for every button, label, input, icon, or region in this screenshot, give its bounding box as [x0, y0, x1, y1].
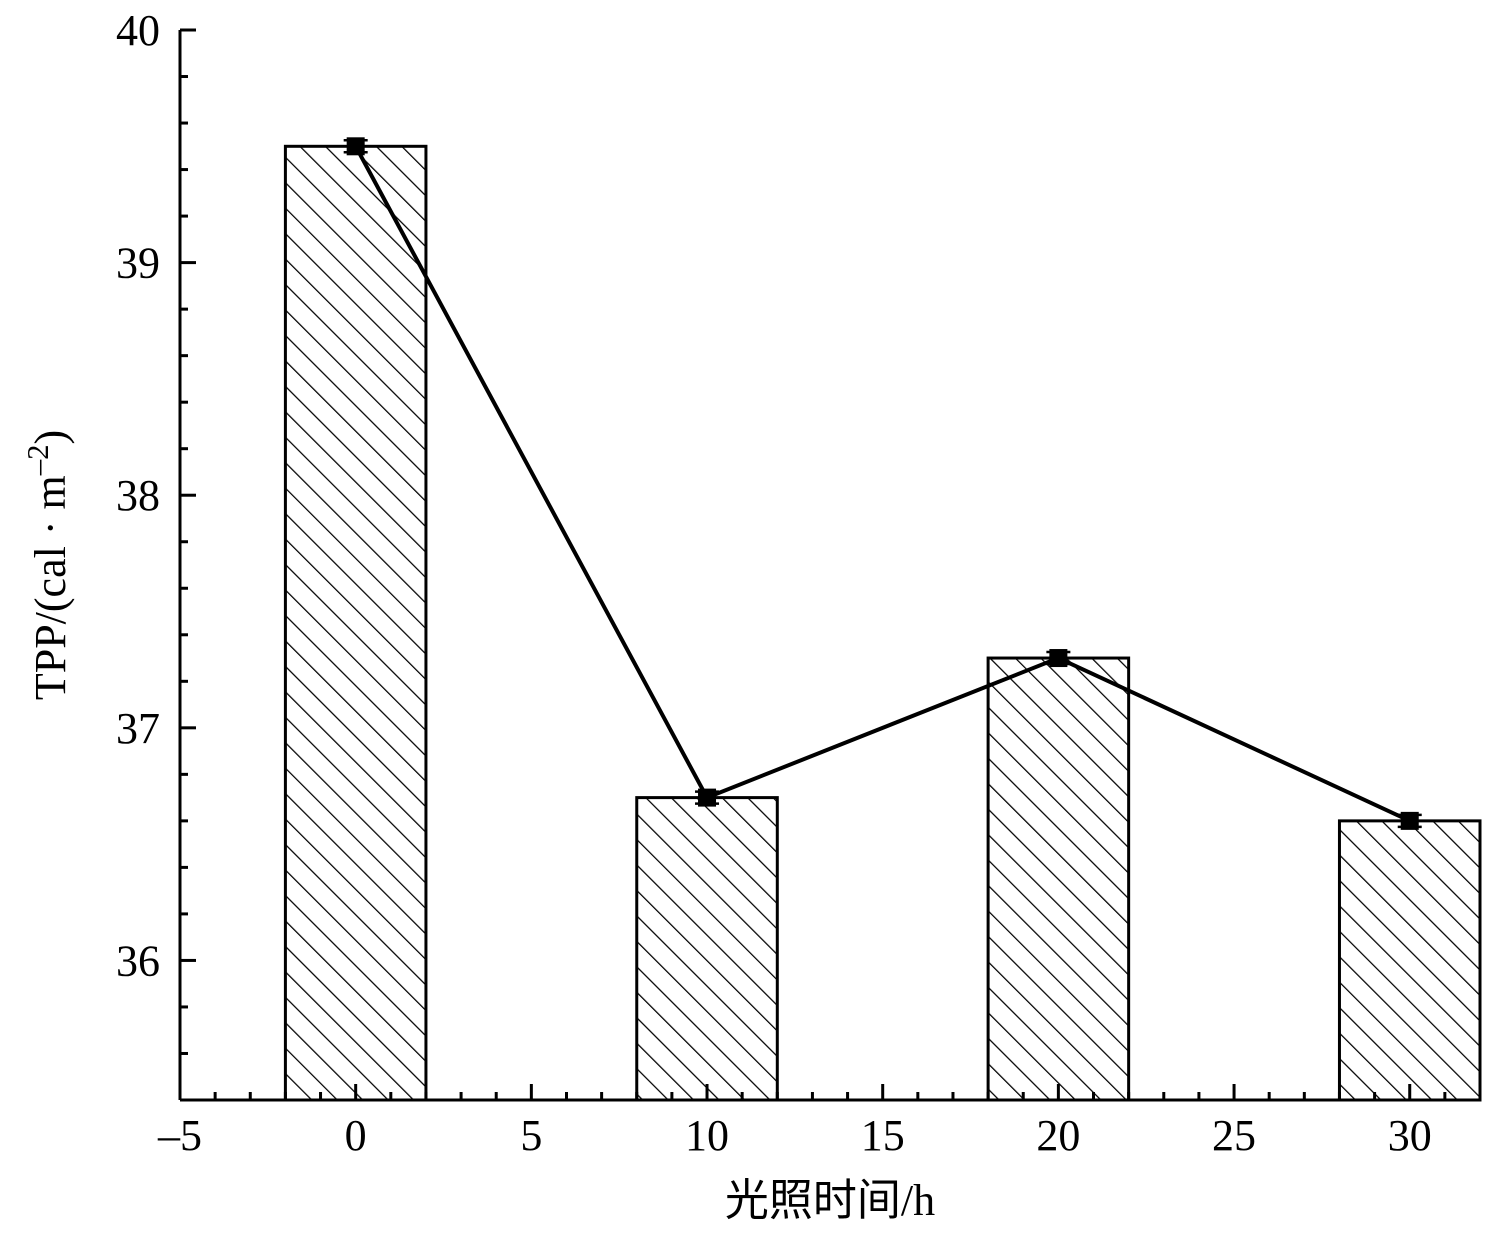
y-tick-label: 37: [116, 704, 160, 753]
y-tick-label: 36: [116, 936, 160, 985]
x-axis-label: 光照时间/h: [725, 1176, 935, 1225]
x-tick-label: 15: [861, 1111, 905, 1160]
y-tick-label: 40: [116, 6, 160, 55]
x-tick-label: –5: [157, 1111, 202, 1160]
x-tick-label: 20: [1036, 1111, 1080, 1160]
y-tick-label: 38: [116, 471, 160, 520]
y-tick-label: 39: [116, 239, 160, 288]
x-tick-label: 30: [1388, 1111, 1432, 1160]
chart-container: –50510152025303637383940光照时间/hTPP/(cal ·…: [0, 0, 1509, 1258]
x-tick-label: 5: [520, 1111, 542, 1160]
x-tick-label: 0: [345, 1111, 367, 1160]
x-tick-label: 25: [1212, 1111, 1256, 1160]
chart-svg: –50510152025303637383940光照时间/hTPP/(cal ·…: [0, 0, 1509, 1258]
x-tick-label: 10: [685, 1111, 729, 1160]
